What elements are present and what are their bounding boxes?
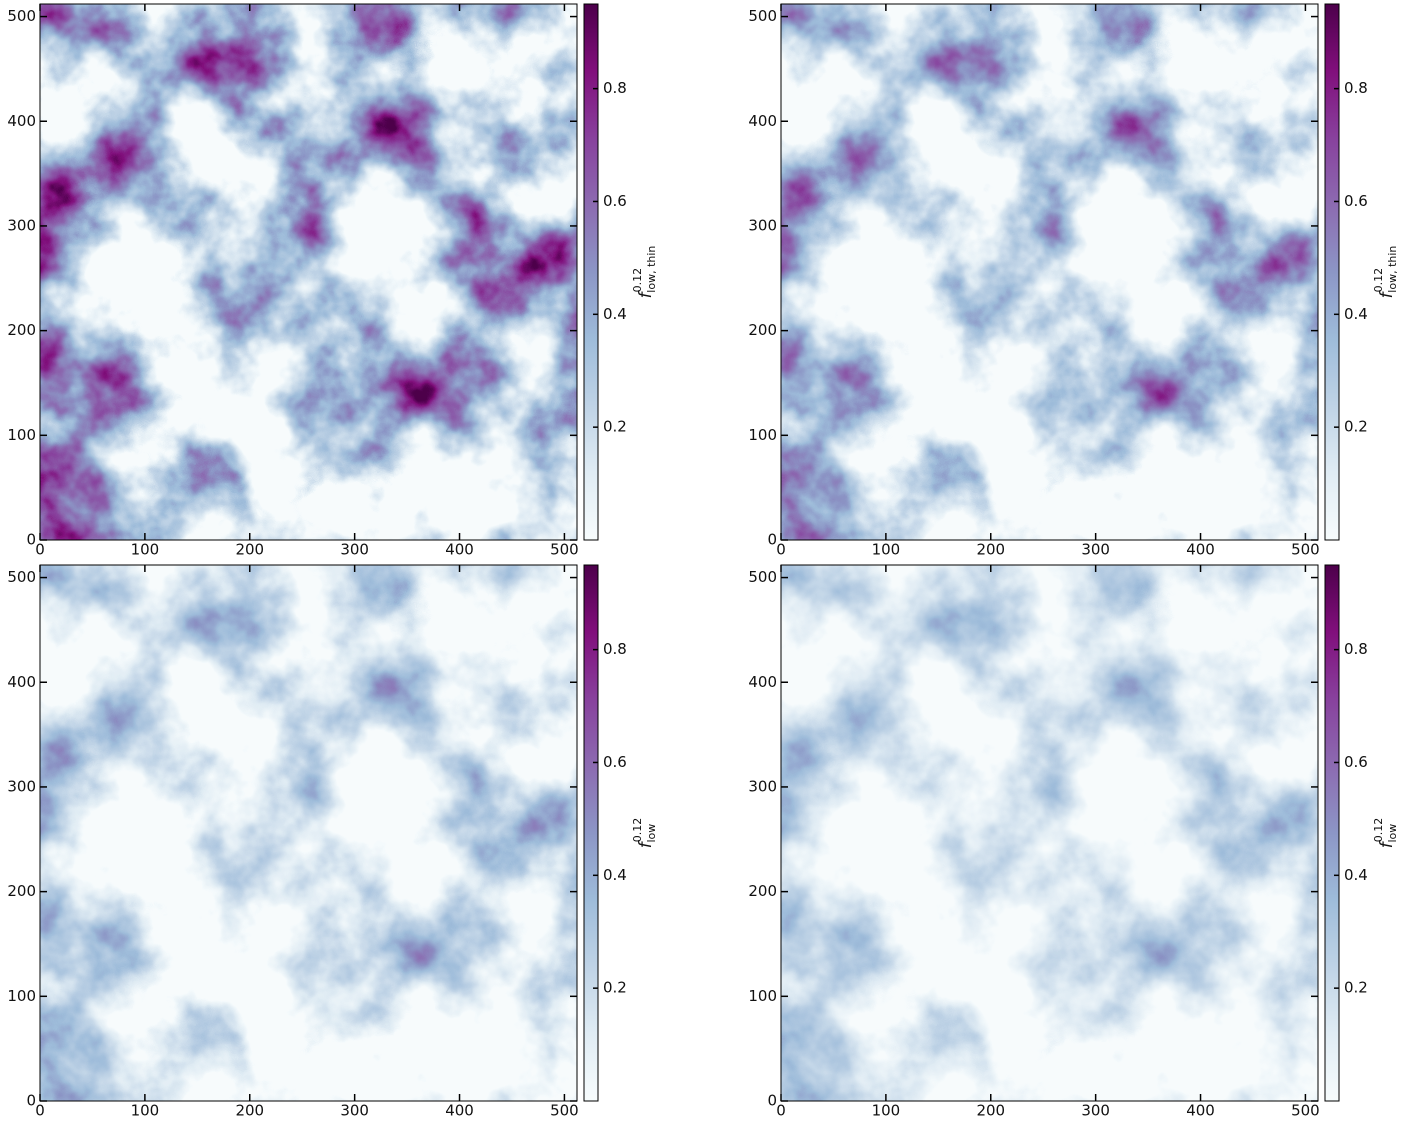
x-tick-label: 300 (1081, 1102, 1110, 1120)
colorbar-tick-label: 0.4 (603, 866, 627, 884)
x-tick-label: 500 (1291, 1102, 1320, 1120)
colorbar-tick-label: 0.6 (1344, 192, 1368, 210)
y-tick-label: 500 (7, 7, 36, 25)
colorbar-label: f0.12low (1372, 818, 1399, 849)
panel: 0 100 200 300 400 50001002003004005000.20.40.… (748, 3, 1399, 559)
colorbar-tick-label: 0.8 (603, 640, 627, 658)
label-subscript: low, thin (645, 246, 658, 293)
y-tick-label: 100 (7, 426, 36, 444)
label-base: f (636, 289, 656, 298)
x-tick-label: 400 (445, 1102, 474, 1120)
x-tick-label: 100 (131, 1102, 160, 1120)
colorbar-tick-label: 0.6 (603, 192, 627, 210)
colorbar-tick-label: 0.2 (603, 979, 627, 997)
colorbar-tick-label: 0.4 (1344, 305, 1368, 323)
y-tick-label: 100 (7, 987, 36, 1005)
label-subscript: low (1386, 824, 1399, 843)
x-tick-label: 300 (1081, 541, 1110, 559)
x-tick-label: 400 (1186, 1102, 1215, 1120)
x-tick-label: 0 (776, 541, 786, 559)
colorbar (1324, 564, 1340, 1102)
y-tick-label: 400 (748, 673, 777, 691)
heatmap-field (40, 565, 577, 1101)
x-tick-label: 0 (776, 1102, 786, 1120)
x-tick-label: 300 (340, 541, 369, 559)
colorbar-tick-label: 0.2 (1344, 979, 1368, 997)
colorbar-tick-label: 0.4 (1344, 866, 1368, 884)
x-tick-label: 200 (235, 1102, 264, 1120)
y-tick-label: 200 (748, 882, 777, 900)
colorbar-tick-label: 0.8 (603, 79, 627, 97)
x-tick-label: 500 (550, 541, 579, 559)
colorbar-tick-label: 0.2 (1344, 418, 1368, 436)
panel: 0 100 200 300 400 50001002003004005000.20.40.… (7, 3, 658, 559)
colorbar (1324, 3, 1340, 541)
label-superscript: 0.12 (631, 268, 644, 293)
heatmap-field (40, 4, 577, 540)
x-tick-label: 0 (35, 541, 45, 559)
colorbar-tick-label: 0.4 (603, 305, 627, 323)
x-tick-label: 500 (550, 1102, 579, 1120)
colorbar-label: f0.12low, thin (1372, 246, 1399, 299)
label-superscript: 0.12 (1372, 818, 1385, 843)
heatmap-field (781, 565, 1318, 1101)
x-tick-label: 400 (1186, 541, 1215, 559)
x-tick-label: 300 (340, 1102, 369, 1120)
x-tick-label: 100 (131, 541, 160, 559)
y-tick-label: 300 (748, 216, 777, 234)
y-tick-label: 0 (767, 531, 777, 549)
label-subscript: low (645, 824, 658, 843)
y-tick-label: 400 (7, 112, 36, 130)
colorbar-tick-label: 0.8 (1344, 640, 1368, 658)
colorbar (583, 3, 599, 541)
y-tick-label: 500 (748, 568, 777, 586)
plot-frame (780, 3, 1319, 541)
label-superscript: 0.12 (1372, 268, 1385, 293)
plot-frame (780, 564, 1319, 1102)
y-tick-label: 400 (7, 673, 36, 691)
colorbar-tick-label: 0.6 (603, 753, 627, 771)
panel: 0 100 200 300 400 500 0 100 200 300 400 500 0.2 0.4 0.… (748, 564, 1399, 1120)
y-tick-label: 500 (7, 568, 36, 586)
y-tick-label: 0 (26, 531, 36, 549)
colorbar-tick-label: 0.8 (1344, 79, 1368, 97)
x-tick-label: 100 (872, 541, 901, 559)
x-tick-label: 200 (235, 541, 264, 559)
colorbar-tick-label: 0.6 (1344, 753, 1368, 771)
y-tick-label: 0 (26, 1092, 36, 1110)
label-subscript: low, thin (1386, 246, 1399, 293)
colorbar-tick-label: 0.2 (603, 418, 627, 436)
y-tick-label: 100 (748, 426, 777, 444)
plot-frame (39, 564, 578, 1102)
y-tick-label: 400 (748, 112, 777, 130)
y-tick-label: 0 (767, 1092, 777, 1110)
y-tick-label: 200 (7, 882, 36, 900)
label-base: f (1377, 839, 1397, 848)
panel: 0 100 200 300 400 500 0 100 200 300 400 500 0.2 0.4 0.… (7, 564, 658, 1120)
colorbar-label: f0.12low (631, 818, 658, 849)
x-tick-label: 500 (1291, 541, 1320, 559)
y-tick-label: 300 (7, 216, 36, 234)
y-tick-label: 100 (748, 987, 777, 1005)
plot-frame (39, 3, 578, 541)
x-tick-label: 400 (445, 541, 474, 559)
label-superscript: 0.12 (631, 818, 644, 843)
colorbar (583, 564, 599, 1102)
x-tick-label: 200 (976, 541, 1005, 559)
colorbar-label: f0.12low, thin (631, 246, 658, 299)
x-tick-label: 200 (976, 1102, 1005, 1120)
y-tick-label: 500 (748, 7, 777, 25)
x-tick-label: 0 (35, 1102, 45, 1120)
heatmap-field (781, 4, 1318, 540)
y-tick-label: 300 (748, 777, 777, 795)
y-tick-label: 200 (748, 321, 777, 339)
label-base: f (636, 839, 656, 848)
y-tick-label: 300 (7, 777, 36, 795)
y-tick-label: 200 (7, 321, 36, 339)
label-base: f (1377, 289, 1397, 298)
x-tick-label: 100 (872, 1102, 901, 1120)
